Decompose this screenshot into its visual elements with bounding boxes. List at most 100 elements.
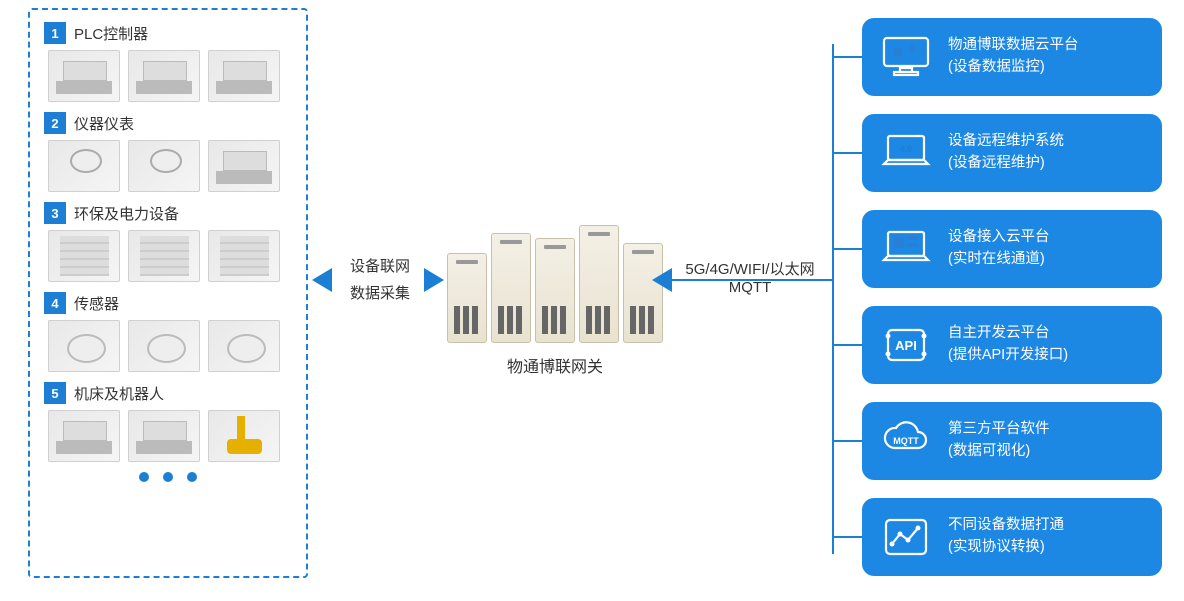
right-link-line2: MQTT (670, 279, 830, 296)
card-text: 设备远程维护系统 (设备远程维护) (948, 131, 1064, 175)
category-header: 1 PLC控制器 (44, 22, 292, 44)
category-number-badge: 4 (44, 292, 66, 314)
device-image-placeholder (128, 320, 200, 372)
device-image-placeholder (208, 230, 280, 282)
card-title: 自主开发云平台 (948, 325, 1050, 341)
platform-cards: 物通博联数据云平台 (设备数据监控) 4.0 设备远程维护系统 (设备远程维护) 设备接入… (862, 18, 1162, 576)
card-title: 设备接入云平台 (948, 229, 1050, 245)
device-category: 5 机床及机器人 (44, 382, 292, 462)
card-subtitle: (数据可视化) (948, 441, 1050, 463)
device-categories-panel: 1 PLC控制器 2 仪器仪表 3 环保及电力设备 4传感器 5 机床及机器人 (28, 8, 308, 578)
category-header: 4传感器 (44, 292, 292, 314)
category-title: 环保及电力设备 (74, 203, 179, 224)
svg-text:API: API (895, 338, 917, 353)
card-text: 自主开发云平台 (提供API开发接口) (948, 323, 1068, 367)
card-text: 设备接入云平台 (实时在线通道) (948, 227, 1050, 271)
device-image-placeholder (48, 140, 120, 192)
gateway-devices (440, 225, 670, 343)
card-subtitle: (实现协议转换) (948, 537, 1064, 559)
gateway-device (535, 238, 575, 343)
connector-stub (834, 248, 862, 250)
category-images (44, 140, 292, 192)
connector-stub (834, 56, 862, 58)
category-number-badge: 1 (44, 22, 66, 44)
device-image-placeholder (48, 410, 120, 462)
device-image-placeholder (128, 230, 200, 282)
card-text: 物通博联数据云平台 (设备数据监控) (948, 35, 1079, 79)
gateway-cluster: 物通博联网关 (440, 225, 670, 377)
device-image-placeholder (208, 410, 280, 462)
platform-card: API 自主开发云平台 (提供API开发接口) (862, 306, 1162, 384)
laptop2-icon (878, 225, 934, 273)
device-image-placeholder (48, 230, 120, 282)
platform-card: 物通博联数据云平台 (设备数据监控) (862, 18, 1162, 96)
category-header: 3 环保及电力设备 (44, 202, 292, 224)
platform-card: 4.0 设备远程维护系统 (设备远程维护) (862, 114, 1162, 192)
connector-stub (834, 536, 862, 538)
svg-text:MQTT: MQTT (893, 436, 919, 446)
category-number-badge: 2 (44, 112, 66, 134)
monitor-icon (878, 33, 934, 81)
device-image-placeholder (208, 320, 280, 372)
category-images (44, 50, 292, 102)
category-number-badge: 3 (44, 202, 66, 224)
card-text: 不同设备数据打通 (实现协议转换) (948, 515, 1064, 559)
category-images (44, 320, 292, 372)
card-subtitle: (实时在线通道) (948, 249, 1050, 271)
connector-line (672, 279, 832, 281)
arrow-left-icon (652, 268, 672, 292)
platform-card: MQTT 第三方平台软件 (数据可视化) (862, 402, 1162, 480)
card-subtitle: (设备数据监控) (948, 57, 1079, 79)
gateway-device (579, 225, 619, 343)
right-link-line1: 5G/4G/WIFI/以太网 (670, 258, 830, 279)
platform-card: 设备接入云平台 (实时在线通道) (862, 210, 1162, 288)
arrow-left-icon (312, 268, 332, 292)
gateway-device (623, 243, 663, 343)
category-header: 5 机床及机器人 (44, 382, 292, 404)
card-text: 第三方平台软件 (数据可视化) (948, 419, 1050, 463)
gateway-label: 物通博联网关 (440, 353, 670, 377)
pagination-dots (44, 472, 292, 482)
card-title: 第三方平台软件 (948, 421, 1050, 437)
card-title: 设备远程维护系统 (948, 133, 1064, 149)
card-title: 物通博联数据云平台 (948, 37, 1079, 53)
device-image-placeholder (48, 50, 120, 102)
card-subtitle: (提供API开发接口) (948, 345, 1068, 367)
device-category: 4传感器 (44, 292, 292, 372)
pagination-dot (139, 472, 149, 482)
device-image-placeholder (128, 50, 200, 102)
pagination-dot (163, 472, 173, 482)
device-image-placeholder (48, 320, 120, 372)
category-number-badge: 5 (44, 382, 66, 404)
card-title: 不同设备数据打通 (948, 517, 1064, 533)
mqtt-icon: MQTT (878, 417, 934, 465)
right-link-label: 5G/4G/WIFI/以太网 MQTT (670, 258, 830, 296)
category-title: 机床及机器人 (74, 383, 164, 404)
device-image-placeholder (208, 50, 280, 102)
pagination-dot (187, 472, 197, 482)
category-images (44, 230, 292, 282)
svg-text:4.0: 4.0 (900, 144, 913, 154)
left-link-label: 设备联网 数据采集 (330, 255, 430, 303)
category-images (44, 410, 292, 462)
card-subtitle: (设备远程维护) (948, 153, 1064, 175)
left-link-line2: 数据采集 (330, 282, 430, 303)
category-header: 2 仪器仪表 (44, 112, 292, 134)
arrow-right-icon (424, 268, 444, 292)
api-icon: API (878, 321, 934, 369)
connector-stub (834, 344, 862, 346)
platform-card: 不同设备数据打通 (实现协议转换) (862, 498, 1162, 576)
device-category: 3 环保及电力设备 (44, 202, 292, 282)
left-link-line1: 设备联网 (330, 255, 430, 276)
laptop-icon: 4.0 (878, 129, 934, 177)
connector-stub (834, 152, 862, 154)
connector-stub (834, 440, 862, 442)
chart-icon (878, 513, 934, 561)
device-category: 1 PLC控制器 (44, 22, 292, 102)
gateway-device (491, 233, 531, 343)
category-title: 仪器仪表 (74, 113, 134, 134)
device-category: 2 仪器仪表 (44, 112, 292, 192)
category-title: PLC控制器 (74, 23, 148, 44)
device-image-placeholder (208, 140, 280, 192)
device-image-placeholder (128, 140, 200, 192)
